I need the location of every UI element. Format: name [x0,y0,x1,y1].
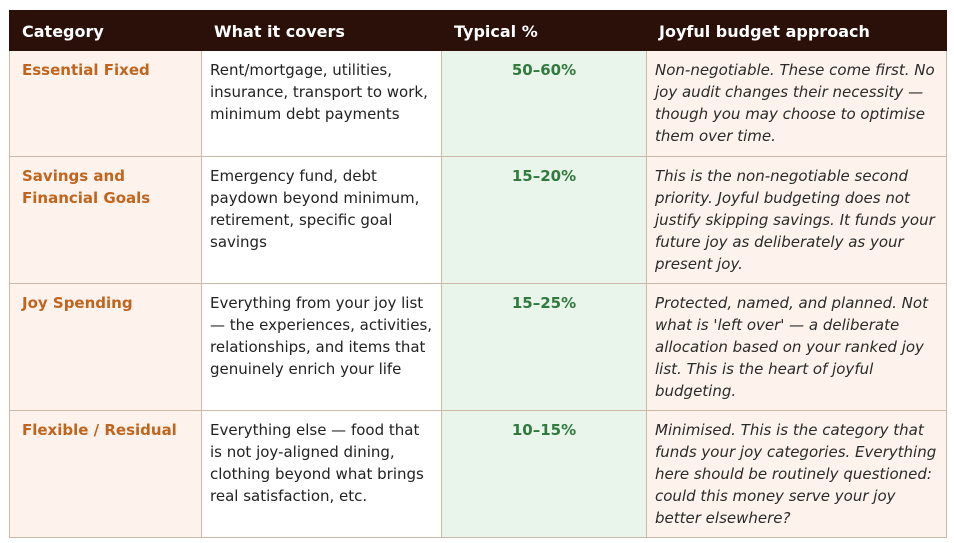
budget-table-container: Category What it covers Typical % Joyful… [9,10,947,538]
table-row: Savings and Financial Goals Emergency fu… [9,156,947,284]
table-row: Flexible / Residual Everything else — fo… [9,410,947,538]
row-covers: Everything from your joy list — the expe… [201,283,442,411]
row-approach: This is the non-negotiable second priori… [646,156,947,284]
row-category: Joy Spending [9,283,202,411]
row-category: Flexible / Residual [9,410,202,538]
row-typical-percent: 15–20% [441,156,647,284]
row-approach: Protected, named, and planned. Not what … [646,283,947,411]
budget-categories-table: Category What it covers Typical % Joyful… [9,10,947,538]
header-category: Category [9,10,202,51]
table-header-row: Category What it covers Typical % Joyful… [9,10,947,51]
row-typical-percent: 10–15% [441,410,647,538]
table-row: Joy Spending Everything from your joy li… [9,283,947,411]
table-row: Essential Fixed Rent/mortgage, utilities… [9,50,947,157]
row-typical-percent: 15–25% [441,283,647,411]
header-joyful-budget-approach: Joyful budget approach [646,10,947,51]
row-approach: Minimised. This is the category that fun… [646,410,947,538]
row-covers: Everything else — food that is not joy-a… [201,410,442,538]
header-typical-percent: Typical % [441,10,647,51]
row-covers: Emergency fund, debt paydown beyond mini… [201,156,442,284]
row-category: Savings and Financial Goals [9,156,202,284]
row-typical-percent: 50–60% [441,50,647,157]
row-covers: Rent/mortgage, utilities, insurance, tra… [201,50,442,157]
row-category: Essential Fixed [9,50,202,157]
header-what-it-covers: What it covers [201,10,442,51]
row-approach: Non-negotiable. These come first. No joy… [646,50,947,157]
